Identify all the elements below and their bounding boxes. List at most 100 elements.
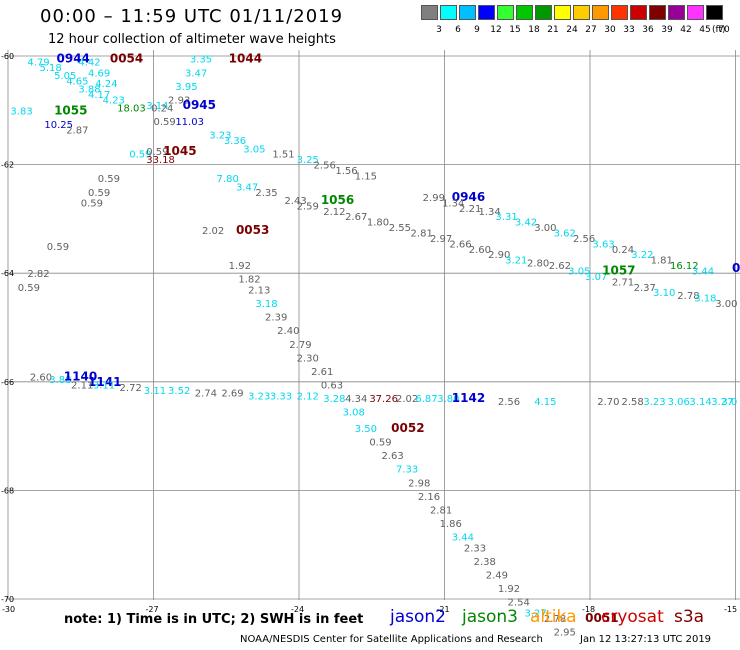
wave-height-value: 0.59 (369, 438, 391, 449)
wave-height-value: 3.14 (146, 101, 168, 112)
wave-height-value: 3.80 (437, 394, 459, 405)
wave-height-value: 3.28 (323, 394, 345, 405)
wave-height-value: 2.16 (418, 492, 440, 503)
scale-label: 24 (566, 25, 578, 35)
scale-swatch (668, 5, 685, 20)
pass-time-label: 1055 (54, 103, 87, 117)
wave-height-value: 3.35 (190, 55, 212, 66)
wave-height-value: 4.23 (103, 95, 125, 106)
wave-height-value: 0.24 (151, 104, 173, 115)
pass-time-label: 1141 (88, 375, 121, 389)
wave-height-value: 2.11 (71, 381, 93, 392)
wave-height-value: 2.60 (469, 245, 491, 256)
wave-height-value: 1.80 (367, 218, 389, 229)
satellite-legend-s3a: s3a (674, 607, 705, 627)
longitude-label: -21 (437, 605, 450, 614)
scale-swatch (649, 5, 666, 20)
latitude-label: -64 (1, 269, 14, 278)
wave-height-value: 3.11 (144, 386, 166, 397)
wave-height-value: 2.78 (677, 291, 699, 302)
wave-height-value: 2.49 (486, 571, 508, 582)
scale-swatch (554, 5, 571, 20)
wave-height-value: 0.59 (81, 199, 103, 210)
wave-height-value: 2.98 (408, 478, 430, 489)
wave-height-value: 2.81 (430, 505, 452, 516)
scale-swatch (611, 5, 628, 20)
satellite-legend-altika: altika (530, 607, 577, 627)
wave-height-value: 3.07 (585, 272, 607, 283)
wave-height-value: 2.90 (488, 250, 510, 261)
scale-swatch (592, 5, 609, 20)
wave-height-value: 4.79 (27, 57, 49, 68)
wave-height-value: 2.67 (345, 212, 367, 223)
wave-height-value: 3.00 (534, 223, 556, 234)
scale-label: 33 (623, 25, 635, 35)
wave-height-value: 3.18 (255, 299, 277, 310)
wave-height-value: 18.03 (117, 104, 146, 115)
wave-height-value: 0.24 (612, 245, 634, 256)
wave-height-value: 2.70 (597, 397, 619, 408)
wave-height-value: 1.92 (498, 584, 520, 595)
wave-height-value: 2.21 (459, 204, 481, 215)
longitude-label: -18 (582, 605, 595, 614)
wave-height-value: 2.81 (411, 228, 433, 239)
scale-swatch (573, 5, 590, 20)
wave-height-value: 2.72 (120, 383, 142, 394)
pass-time-label: 0052 (391, 421, 424, 435)
wave-height-value: 4.34 (345, 394, 367, 405)
wave-height-value: 1.81 (651, 256, 673, 267)
wave-height-value: 3.23 (248, 391, 270, 402)
wave-height-value: 3.27 (711, 397, 733, 408)
page-subtitle: 12 hour collection of altimeter wave hei… (48, 32, 336, 47)
wave-height-value: 3.31 (495, 212, 517, 223)
satellite-legend-cryosat: cryosat (601, 607, 664, 627)
wave-height-value: 3.50 (355, 424, 377, 435)
wave-height-value: 0.59 (88, 188, 110, 199)
wave-height-value: 3.11 (93, 381, 115, 392)
satellite-legend-jason3: jason3 (462, 607, 518, 627)
latitude-label: -70 (1, 595, 14, 604)
wave-height-value: 0.59 (98, 174, 120, 185)
scale-swatch (440, 5, 457, 20)
wave-height-value: 3.44 (452, 533, 474, 544)
wave-height-value: 1.15 (355, 171, 377, 182)
wave-height-value: 2.78 (544, 614, 566, 625)
scale-label: 27 (585, 25, 597, 35)
wave-height-value: 2.37 (634, 283, 656, 294)
pass-time-label: 1045 (163, 144, 196, 158)
wave-height-value: 37.26 (369, 394, 398, 405)
wave-height-value: 3.23 (643, 397, 665, 408)
scale-label: 45 (699, 25, 711, 35)
scale-swatch (421, 5, 438, 20)
wave-height-value: 3.06 (668, 397, 690, 408)
pass-time-label: 0 (732, 261, 740, 275)
wave-height-value: 4.24 (95, 79, 117, 90)
scale-unit: (ft) (712, 25, 726, 35)
wave-height-value: 0.59 (146, 147, 168, 158)
scale-swatch (516, 5, 533, 20)
wave-height-value: 2.30 (297, 353, 319, 364)
pass-time-label: 0053 (236, 223, 269, 237)
wave-height-value: 3.88 (49, 375, 71, 386)
pass-time-label: 0051 (585, 611, 618, 625)
wave-height-value: 3.42 (515, 218, 537, 229)
wave-height-value: 0.59 (129, 150, 151, 161)
wave-height-value: 2.87 (66, 125, 88, 136)
wave-height-value: 1.92 (229, 261, 251, 272)
wave-height-value: 4.15 (534, 397, 556, 408)
wave-height-value: 3.0 (721, 397, 737, 408)
wave-height-value: 2.39 (265, 313, 287, 324)
wave-height-value: 2.99 (423, 193, 445, 204)
scale-label: 39 (661, 25, 673, 35)
latitude-label: -62 (1, 161, 14, 170)
wave-height-value: 3.47 (236, 182, 258, 193)
wave-height-value: 2.95 (554, 628, 576, 639)
scale-swatch (706, 5, 723, 20)
wave-height-value: 5.05 (54, 71, 76, 82)
wave-height-value: 2.56 (498, 397, 520, 408)
wave-height-value: 7.33 (396, 465, 418, 476)
wave-height-value: 4.69 (88, 68, 110, 79)
wave-height-value: 2.56 (573, 234, 595, 245)
wave-height-value: 3.95 (175, 82, 197, 93)
wave-height-value: 0.63 (321, 381, 343, 392)
